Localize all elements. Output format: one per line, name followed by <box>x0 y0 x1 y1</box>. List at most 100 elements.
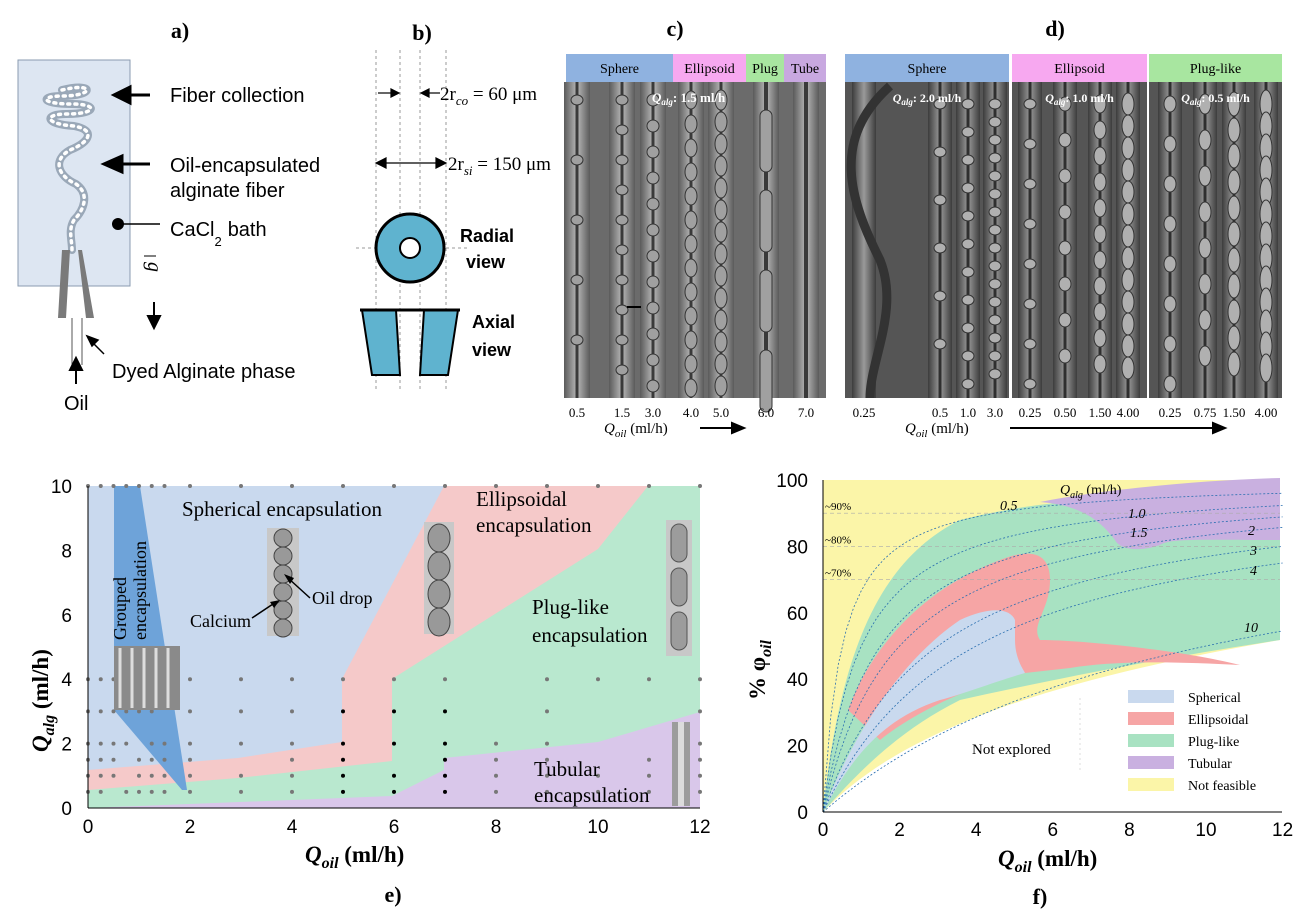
d-droplet <box>1094 277 1106 295</box>
label-oil-drop: Oil drop <box>312 588 373 608</box>
d-tick-label: 3.0 <box>987 405 1003 420</box>
d-droplet <box>1228 170 1240 194</box>
e-data-point <box>698 484 702 488</box>
e-data-point <box>392 790 396 794</box>
d-droplet <box>1228 144 1240 168</box>
d-droplet <box>1228 326 1240 350</box>
e-data-point <box>290 790 294 794</box>
d-droplet <box>1094 251 1106 269</box>
d-droplet <box>1094 199 1106 217</box>
c-droplet <box>616 215 628 225</box>
d-droplet <box>962 127 974 137</box>
panel-d: d) SphereQalg: 2.0 ml/hEllipsoidQalg: 1.… <box>845 16 1282 440</box>
f-legend-label: Spherical <box>1188 691 1241 706</box>
e-data-point <box>99 709 103 713</box>
d-droplet <box>1122 93 1134 115</box>
c-droplet <box>715 288 727 308</box>
d-droplet <box>962 295 974 305</box>
e-data-point <box>647 677 651 681</box>
c-droplet <box>647 250 659 262</box>
d-droplet <box>1228 118 1240 142</box>
panel-c-scalebar <box>627 306 641 308</box>
c-droplet <box>685 211 697 229</box>
e-y-tick: 6 <box>61 606 72 627</box>
c-droplet <box>715 376 727 396</box>
label-grouped-1: Grouped <box>110 577 130 640</box>
d-droplet <box>1164 216 1176 232</box>
e-data-point <box>341 709 345 713</box>
label-ellipsoidal-1: Ellipsoidal <box>476 487 567 511</box>
c-droplet <box>715 156 727 176</box>
e-data-point <box>698 790 702 794</box>
e-inset-ellipse <box>428 608 450 636</box>
e-data-point <box>545 742 549 746</box>
f-legend-label: Ellipsoidal <box>1188 713 1249 728</box>
c-droplet <box>571 215 583 225</box>
d-droplet <box>989 171 1001 181</box>
c-droplet <box>647 380 659 392</box>
d-droplet <box>1122 203 1134 225</box>
panel-f-ylabel: % φoil <box>745 639 775 700</box>
label-calcium: Calcium <box>190 611 251 631</box>
e-data-point <box>188 790 192 794</box>
e-data-point <box>494 790 498 794</box>
inset-grouped-image <box>114 646 180 710</box>
f-legend-swatch <box>1128 712 1174 725</box>
radial-view-core <box>400 238 420 258</box>
c-regime-label: Tube <box>791 62 819 77</box>
panel-b: b) 2rco = 60 μm 2rsi = 150 μm Radial vie… <box>356 20 551 390</box>
d-droplet <box>1059 313 1071 327</box>
e-data-point <box>150 742 154 746</box>
d-droplet <box>989 117 1001 127</box>
c-droplet <box>616 95 628 105</box>
e-data-point <box>150 484 154 488</box>
f-legend-label: Plug-like <box>1188 735 1239 750</box>
c-droplet <box>616 275 628 285</box>
e-data-point <box>137 790 141 794</box>
e-data-point <box>99 774 103 778</box>
c-regime-label: Plug <box>752 62 778 77</box>
f-curve-label: 3 <box>1249 544 1257 559</box>
dim-rsi-arrows <box>376 158 446 168</box>
e-inset-ellipse <box>428 552 450 580</box>
c-droplet <box>647 172 659 184</box>
c-droplet <box>715 244 727 264</box>
e-data-point <box>698 677 702 681</box>
d-droplet <box>962 267 974 277</box>
f-curve-label: 0.5 <box>1000 499 1018 514</box>
panel-d-axis-label: Qoil (ml/h) <box>905 421 969 440</box>
e-data-point <box>163 742 167 746</box>
f-y-tick: 100 <box>776 471 808 492</box>
f-y-tick: 0 <box>797 803 808 824</box>
d-droplet <box>989 279 1001 289</box>
f-x-tick: 10 <box>1195 820 1216 841</box>
c-droplet <box>647 354 659 366</box>
d-tick-label: 0.25 <box>1159 405 1182 420</box>
e-data-point <box>545 709 549 713</box>
d-tick-label: 4.00 <box>1255 405 1278 420</box>
d-droplet <box>1059 205 1071 219</box>
label-oil: Oil <box>64 393 88 415</box>
d-droplet <box>1122 137 1134 159</box>
d-droplet <box>1122 291 1134 313</box>
d-droplet <box>1199 202 1211 222</box>
d-droplet <box>989 333 1001 343</box>
d-droplet <box>989 369 1001 379</box>
label-cacl: CaCl2bath <box>170 219 267 249</box>
c-droplet <box>685 259 697 277</box>
d-droplet <box>1164 136 1176 152</box>
c-droplet <box>715 222 727 242</box>
c-droplet <box>715 332 727 352</box>
c-droplet <box>685 379 697 397</box>
axial-view-right <box>420 310 458 375</box>
f-curve-label: 2 <box>1248 524 1255 539</box>
d-droplet <box>989 99 1001 109</box>
e-data-point <box>124 484 128 488</box>
e-data-point <box>698 774 702 778</box>
d-droplet <box>1164 336 1176 352</box>
d-droplet <box>962 99 974 109</box>
e-data-point <box>494 742 498 746</box>
c-droplet <box>647 120 659 132</box>
dim-rco-arrows <box>378 89 440 97</box>
e-x-tick: 0 <box>83 817 94 838</box>
